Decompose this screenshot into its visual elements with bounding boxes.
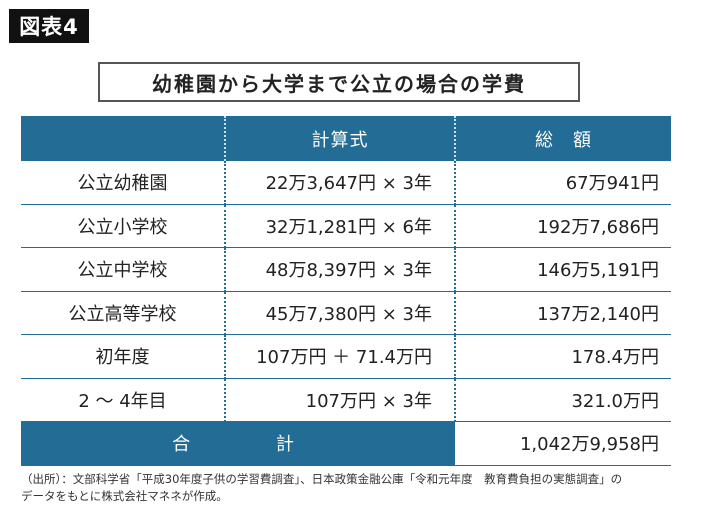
table-row: 2 ～ 4年目 107万円 × 3年 321.0万円 [21, 378, 671, 422]
source-line-2: データをもとに株式会社マネネが作成。 [21, 489, 228, 503]
header-total: 総 額 [455, 116, 671, 161]
row-name: 公立幼稚園 [21, 161, 226, 205]
tuition-table: 計算式 総 額 公立幼稚園 22万3,647円 × 3年 67万941円 公立小… [21, 116, 671, 466]
row-total: 178.4万円 [455, 334, 671, 379]
table-row: 公立高等学校 45万7,380円 × 3年 137万2,140円 [21, 291, 671, 335]
row-total: 321.0万円 [455, 378, 671, 422]
row-name: 2 ～ 4年目 [21, 378, 226, 422]
row-formula: 107万円 ＋ 71.4万円 [225, 334, 456, 379]
row-formula: 22万3,647円 × 3年 [225, 161, 456, 205]
row-total: 137万2,140円 [455, 291, 671, 335]
table-row: 公立幼稚園 22万3,647円 × 3年 67万941円 [21, 161, 671, 205]
page-title: 幼稚園から大学まで公立の場合の学費 [98, 62, 580, 102]
row-formula: 107万円 × 3年 [225, 378, 456, 422]
total-label: 合 計 [21, 421, 455, 466]
row-total: 192万7,686円 [455, 204, 671, 248]
row-name: 公立高等学校 [21, 291, 226, 335]
source-note: （出所）：文部科学省「平成30年度子供の学習費調査」、日本政策金融公庫「令和元年… [21, 471, 686, 505]
row-name: 初年度 [21, 334, 226, 379]
header-formula: 計算式 [225, 116, 456, 161]
header-empty [21, 116, 226, 161]
figure-label: 図表4 [9, 9, 89, 43]
total-value: 1,042万9,958円 [455, 421, 671, 466]
source-line-1: （出所）：文部科学省「平成30年度子供の学習費調査」、日本政策金融公庫「令和元年… [21, 472, 623, 486]
table-header-row: 計算式 総 額 [21, 116, 671, 161]
table-row: 公立中学校 48万8,397円 × 3年 146万5,191円 [21, 247, 671, 292]
row-name: 公立小学校 [21, 204, 226, 248]
total-row: 合 計 1,042万9,958円 [21, 421, 671, 466]
table-row: 公立小学校 32万1,281円 × 6年 192万7,686円 [21, 204, 671, 248]
row-total: 146万5,191円 [455, 247, 671, 292]
row-name: 公立中学校 [21, 247, 226, 292]
row-total: 67万941円 [455, 161, 671, 205]
row-formula: 45万7,380円 × 3年 [225, 291, 456, 335]
table-row: 初年度 107万円 ＋ 71.4万円 178.4万円 [21, 334, 671, 379]
row-formula: 48万8,397円 × 3年 [225, 247, 456, 292]
row-formula: 32万1,281円 × 6年 [225, 204, 456, 248]
